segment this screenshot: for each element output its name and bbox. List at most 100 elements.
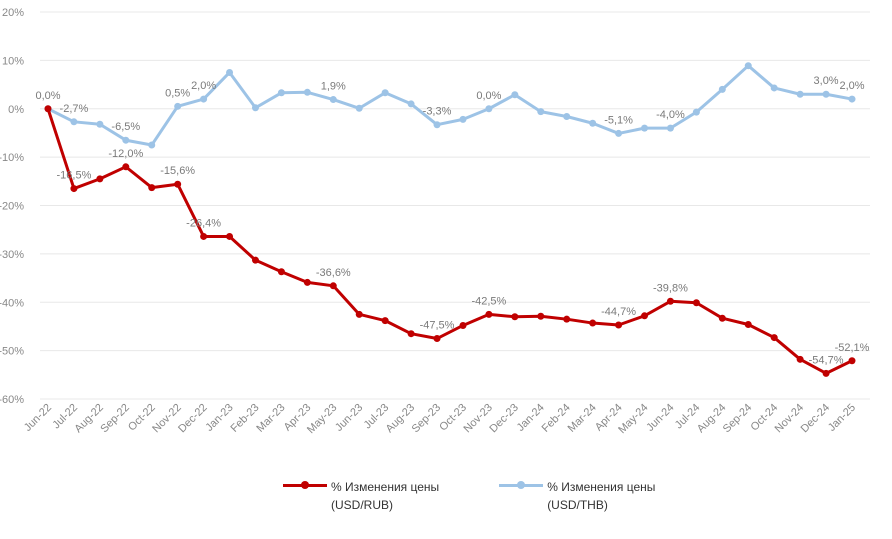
data-point xyxy=(615,321,623,329)
data-point xyxy=(485,310,493,318)
x-axis: Jun-22Jul-22Aug-22Sep-22Oct-22Nov-22Dec-… xyxy=(22,402,858,436)
series-line-usd-thb xyxy=(46,64,854,147)
data-point xyxy=(70,118,78,126)
data-point xyxy=(485,105,493,113)
data-label: -5,1% xyxy=(604,114,633,126)
y-tick-label: -20% xyxy=(0,201,24,213)
data-point xyxy=(563,112,571,120)
x-tick-label: Jan-25 xyxy=(826,402,858,434)
legend-label-usd-rub-line2: (USD/RUB) xyxy=(331,498,393,512)
data-label: -52,1% xyxy=(835,342,870,354)
data-point xyxy=(355,104,363,112)
series-layer xyxy=(44,62,856,377)
data-label: -47,5% xyxy=(420,320,455,332)
data-label: -6,5% xyxy=(111,121,140,133)
legend-marker-usd-thb xyxy=(517,481,526,489)
data-label: -36,6% xyxy=(316,267,351,279)
data-point xyxy=(796,355,804,363)
y-tick-label: -40% xyxy=(0,297,24,309)
data-point xyxy=(226,68,234,76)
legend-marker-usd-rub xyxy=(301,481,309,489)
data-point xyxy=(511,91,519,99)
y-tick-label: 20% xyxy=(2,7,24,19)
data-point xyxy=(174,102,182,110)
data-label: -54,7% xyxy=(809,354,844,366)
x-tick-label: Jun-23 xyxy=(333,402,365,434)
data-label: -4,0% xyxy=(656,109,685,121)
legend-item-usd-thb: % Изменения цены (USD/THB) xyxy=(499,478,655,514)
data-point xyxy=(96,175,104,183)
y-tick-label: 10% xyxy=(2,55,24,67)
data-point xyxy=(641,312,649,320)
data-point xyxy=(303,278,311,286)
data-point xyxy=(96,120,104,128)
data-label: -26,4% xyxy=(186,217,221,229)
legend-item-usd-rub: % Изменения цены (USD/RUB) xyxy=(283,478,439,514)
data-label: -15,6% xyxy=(160,165,195,177)
data-label: -2,7% xyxy=(60,103,89,115)
data-point xyxy=(459,115,467,123)
data-point xyxy=(200,232,208,240)
data-point xyxy=(251,256,259,264)
data-label: -42,5% xyxy=(471,295,506,307)
legend-swatch-usd-rub xyxy=(283,479,327,491)
x-tick-label: Dec-24 xyxy=(799,402,833,436)
x-tick-label: Jun-22 xyxy=(22,402,54,434)
data-point xyxy=(848,95,856,103)
data-point xyxy=(226,232,234,240)
data-point xyxy=(174,180,182,188)
series-line-usd-rub xyxy=(46,107,854,375)
data-point xyxy=(44,105,52,113)
data-point xyxy=(744,62,752,70)
line-chart: 20%10%0%-10%-20%-30%-40%-50%-60% Jun-22J… xyxy=(0,7,870,436)
data-point xyxy=(589,119,597,127)
data-label: 2,0% xyxy=(191,80,216,92)
data-labels-layer: 0,0% -16,5% -12,0% -15,6% -26,4% -36,6% -47,5%… xyxy=(35,75,869,366)
data-point xyxy=(615,129,623,137)
legend-label-usd-thb-line1: % Изменения цены xyxy=(547,480,656,494)
data-point xyxy=(641,124,649,132)
data-point xyxy=(848,357,856,365)
data-point xyxy=(329,282,337,290)
data-point xyxy=(692,108,700,116)
x-tick-label: Mar-23 xyxy=(254,402,287,435)
data-point xyxy=(692,299,700,307)
x-tick-label: Mar-24 xyxy=(566,402,599,435)
data-point xyxy=(537,108,545,116)
data-point xyxy=(537,312,545,320)
data-point xyxy=(251,104,259,112)
x-tick-label: Dec-22 xyxy=(176,402,210,436)
data-point xyxy=(200,95,208,103)
data-point xyxy=(459,321,467,329)
data-point xyxy=(718,314,726,322)
data-point xyxy=(122,163,130,171)
data-point xyxy=(770,334,778,342)
data-label: 0,0% xyxy=(35,90,60,102)
data-label: 3,0% xyxy=(814,75,839,87)
x-tick-label: Sep-22 xyxy=(98,402,132,436)
data-point xyxy=(407,330,415,338)
data-label: 0,0% xyxy=(476,90,501,102)
legend-swatch-usd-thb xyxy=(499,479,544,491)
legend-label-usd-rub-line1: % Изменения цены xyxy=(331,480,440,494)
data-point xyxy=(122,136,130,144)
data-point xyxy=(70,185,78,193)
data-point xyxy=(718,85,726,93)
data-point xyxy=(822,90,830,98)
data-point xyxy=(277,268,285,276)
data-point xyxy=(589,319,597,327)
data-point xyxy=(511,313,519,321)
data-point xyxy=(433,335,441,343)
data-point xyxy=(433,121,441,129)
data-point xyxy=(666,124,674,132)
x-tick-label: Sep-23 xyxy=(410,402,444,436)
data-label: 2,0% xyxy=(839,80,864,92)
y-axis: 20% 10% 0% -10% -20% -30% -40% -50% -60% xyxy=(0,7,24,406)
data-point xyxy=(381,89,389,97)
data-point xyxy=(303,88,311,96)
data-point xyxy=(148,184,156,192)
data-point xyxy=(329,96,337,104)
y-tick-label: -10% xyxy=(0,152,24,164)
data-point xyxy=(381,317,389,325)
data-point xyxy=(666,297,674,305)
